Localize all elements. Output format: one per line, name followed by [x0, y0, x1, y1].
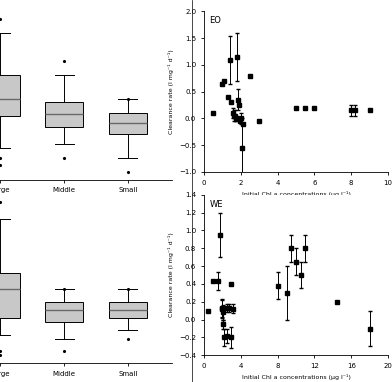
X-axis label: Initial Chl a concentrations (μg l⁻¹): Initial Chl a concentrations (μg l⁻¹)	[241, 191, 350, 197]
PathPatch shape	[109, 113, 147, 134]
PathPatch shape	[109, 301, 147, 318]
X-axis label: kton in different size fractions: kton in different size fractions	[24, 199, 118, 204]
Text: EO: EO	[209, 16, 221, 25]
X-axis label: Initial Chl a concentrations (μg l⁻¹): Initial Chl a concentrations (μg l⁻¹)	[241, 374, 350, 380]
PathPatch shape	[0, 74, 20, 117]
PathPatch shape	[45, 102, 83, 127]
PathPatch shape	[0, 273, 20, 318]
Text: WE: WE	[209, 200, 223, 209]
Y-axis label: Clearance rate (l mg⁻¹ d⁻¹): Clearance rate (l mg⁻¹ d⁻¹)	[167, 49, 174, 134]
Y-axis label: Clearance rate (l mg⁻¹ d⁻¹): Clearance rate (l mg⁻¹ d⁻¹)	[168, 233, 174, 317]
PathPatch shape	[45, 301, 83, 322]
